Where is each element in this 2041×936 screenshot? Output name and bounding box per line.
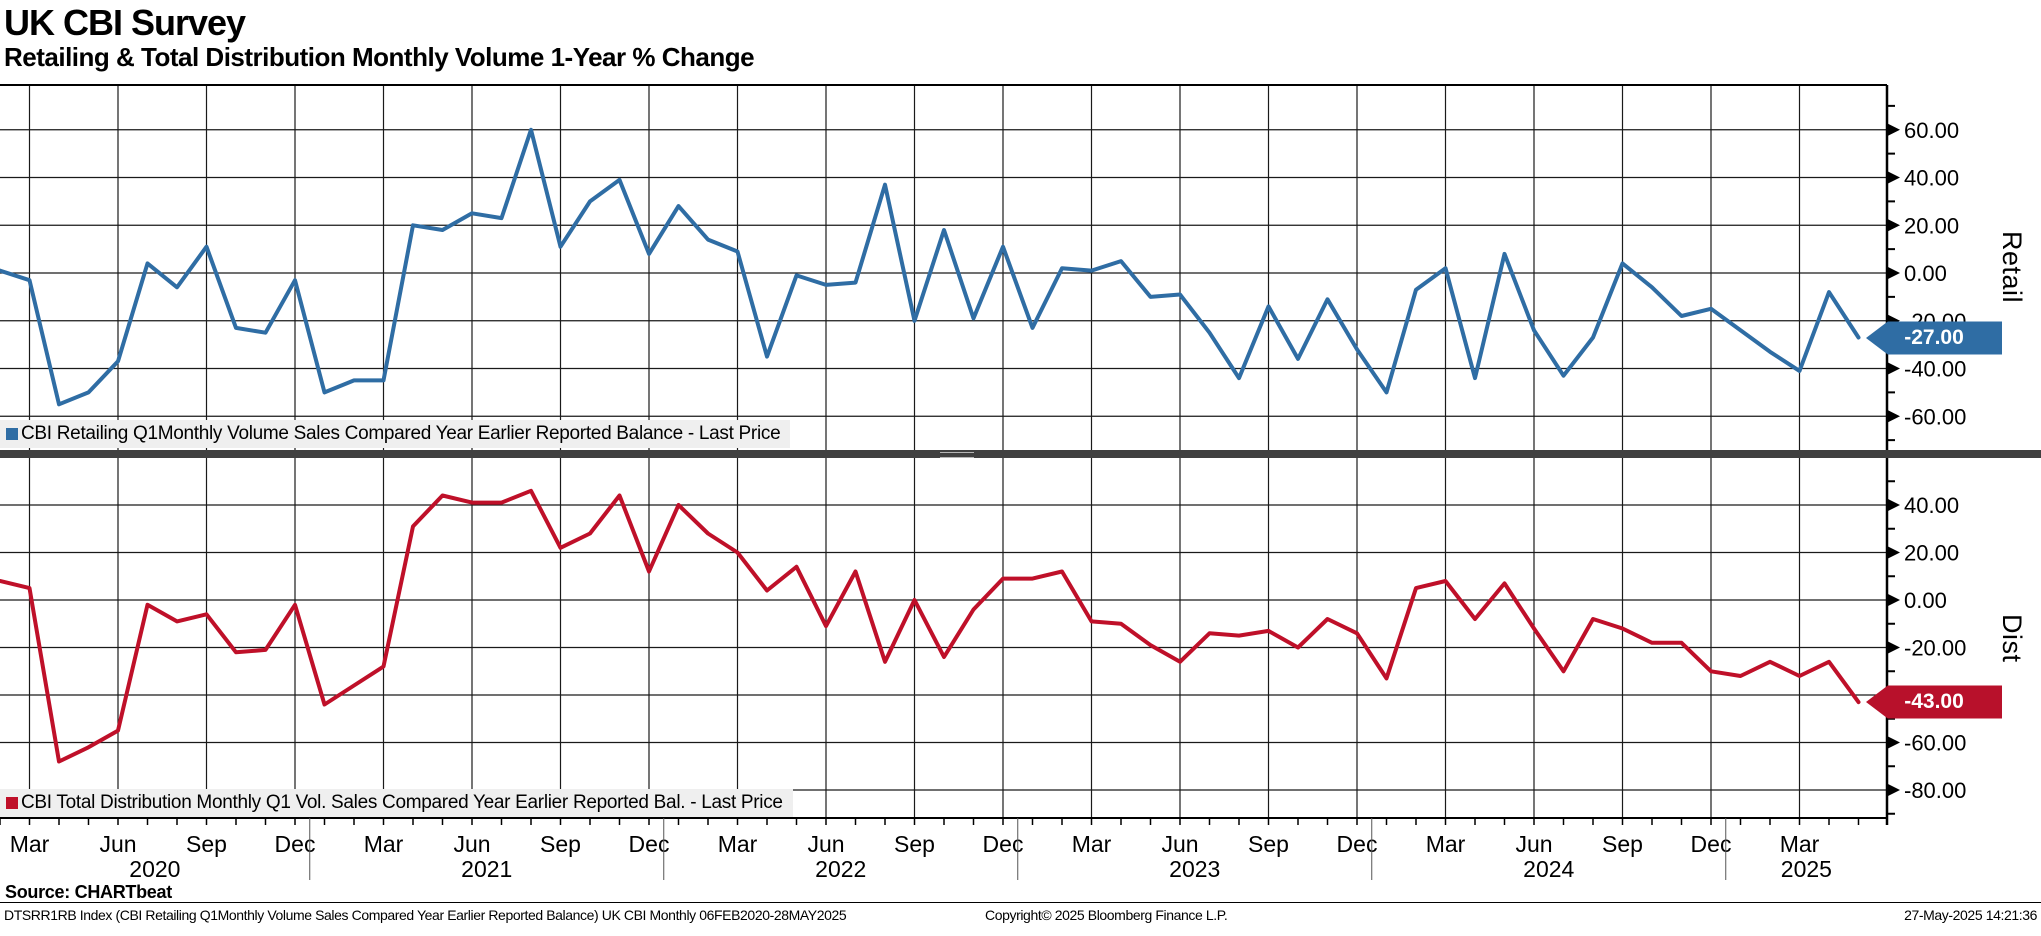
y-tick-label: 20.00	[1904, 541, 1959, 566]
dist-axis-title: Dist	[1997, 613, 2027, 663]
page-title: UK CBI Survey	[4, 2, 246, 43]
y-tick-label: -80.00	[1904, 778, 1966, 803]
y-tick-label: 0.00	[1904, 261, 1947, 286]
footer-timestamp: 27-May-2025 14:21:36	[1904, 907, 2037, 923]
divider-grip-icon	[940, 452, 974, 458]
x-tick-label: Dec	[629, 831, 670, 857]
retail-last-price-value: -27.00	[1904, 326, 1964, 349]
x-tick-label: Dec	[275, 831, 316, 857]
dist-last-price-flag: -43.00	[1866, 685, 2002, 719]
x-tick-label: Jun	[99, 831, 136, 857]
retail-series-swatch-icon	[6, 428, 18, 440]
x-tick-label: Sep	[186, 831, 227, 857]
y-tick-label: -60.00	[1904, 731, 1966, 756]
x-tick-label: Mar	[1426, 831, 1466, 857]
legend-dist-label: CBI Total Distribution Monthly Q1 Vol. S…	[21, 792, 783, 813]
y-tick-label: 40.00	[1904, 493, 1959, 518]
tick-arrow-icon	[1888, 641, 1900, 654]
x-tick-label: Sep	[540, 831, 581, 857]
tick-arrow-icon	[1888, 594, 1900, 606]
retail-last-price-flag: -27.00	[1866, 321, 2002, 355]
x-tick-label: Mar	[10, 831, 50, 857]
x-tick-label: Sep	[1248, 831, 1289, 857]
x-tick-label: Mar	[364, 831, 404, 857]
retail-axis-title: Retail	[1997, 231, 2027, 304]
tick-arrow-icon	[1888, 219, 1900, 232]
x-tick-label: Mar	[718, 831, 758, 857]
panel-divider[interactable]	[0, 450, 2041, 458]
tick-arrow-icon	[1888, 267, 1900, 279]
source-label: Source: CHARTbeat	[5, 882, 172, 902]
y-tick-label: -60.00	[1904, 404, 1966, 429]
x-tick-label: Mar	[1780, 831, 1820, 857]
year-label: 2025	[1781, 856, 1832, 882]
y-tick-label: 40.00	[1904, 166, 1959, 191]
tick-arrow-icon	[1888, 362, 1900, 375]
tick-arrow-icon	[1888, 410, 1900, 423]
x-tick-label: Dec	[983, 831, 1024, 857]
year-label: 2021	[461, 856, 512, 882]
dist-series-swatch-icon	[6, 797, 18, 809]
x-tick-label: Jun	[1515, 831, 1552, 857]
x-tick-label: Sep	[1602, 831, 1643, 857]
y-tick-label: -20.00	[1904, 636, 1966, 661]
year-label: 2020	[129, 856, 180, 882]
tick-arrow-icon	[1888, 736, 1900, 749]
series-line-retail	[0, 127, 1861, 407]
footer-description: DTSRR1RB Index (CBI Retailing Q1Monthly …	[4, 907, 847, 923]
footer-divider	[0, 902, 2041, 903]
footer-copyright: Copyright© 2025 Bloomberg Finance L.P.	[985, 907, 1228, 923]
y-tick-label: 60.00	[1904, 118, 1959, 143]
chart-subtitle: Retailing & Total Distribution Monthly V…	[4, 42, 755, 72]
x-tick-label: Sep	[894, 831, 935, 857]
x-tick-label: Dec	[1691, 831, 1732, 857]
tick-arrow-icon	[1888, 123, 1900, 136]
tick-arrow-icon	[1888, 171, 1900, 184]
y-tick-label: -40.00	[1904, 357, 1966, 382]
x-tick-label: Mar	[1072, 831, 1112, 857]
y-tick-label: 0.00	[1904, 588, 1947, 613]
x-tick-label: Jun	[1161, 831, 1198, 857]
legend-retail[interactable]: CBI Retailing Q1Monthly Volume Sales Com…	[0, 420, 791, 448]
tick-arrow-icon	[1888, 784, 1900, 796]
series-line-dist	[0, 488, 1861, 764]
tick-arrow-icon	[1888, 499, 1900, 511]
year-label: 2022	[815, 856, 866, 882]
tick-arrow-icon	[1888, 546, 1900, 559]
x-tick-label: Jun	[807, 831, 844, 857]
year-label: 2023	[1169, 856, 1220, 882]
x-tick-label: Jun	[453, 831, 490, 857]
dist-last-price-value: -43.00	[1904, 690, 1964, 713]
x-tick-label: Dec	[1337, 831, 1378, 857]
year-label: 2024	[1523, 856, 1574, 882]
legend-retail-label: CBI Retailing Q1Monthly Volume Sales Com…	[21, 423, 781, 444]
y-tick-label: 20.00	[1904, 213, 1959, 238]
legend-dist[interactable]: CBI Total Distribution Monthly Q1 Vol. S…	[0, 789, 793, 817]
